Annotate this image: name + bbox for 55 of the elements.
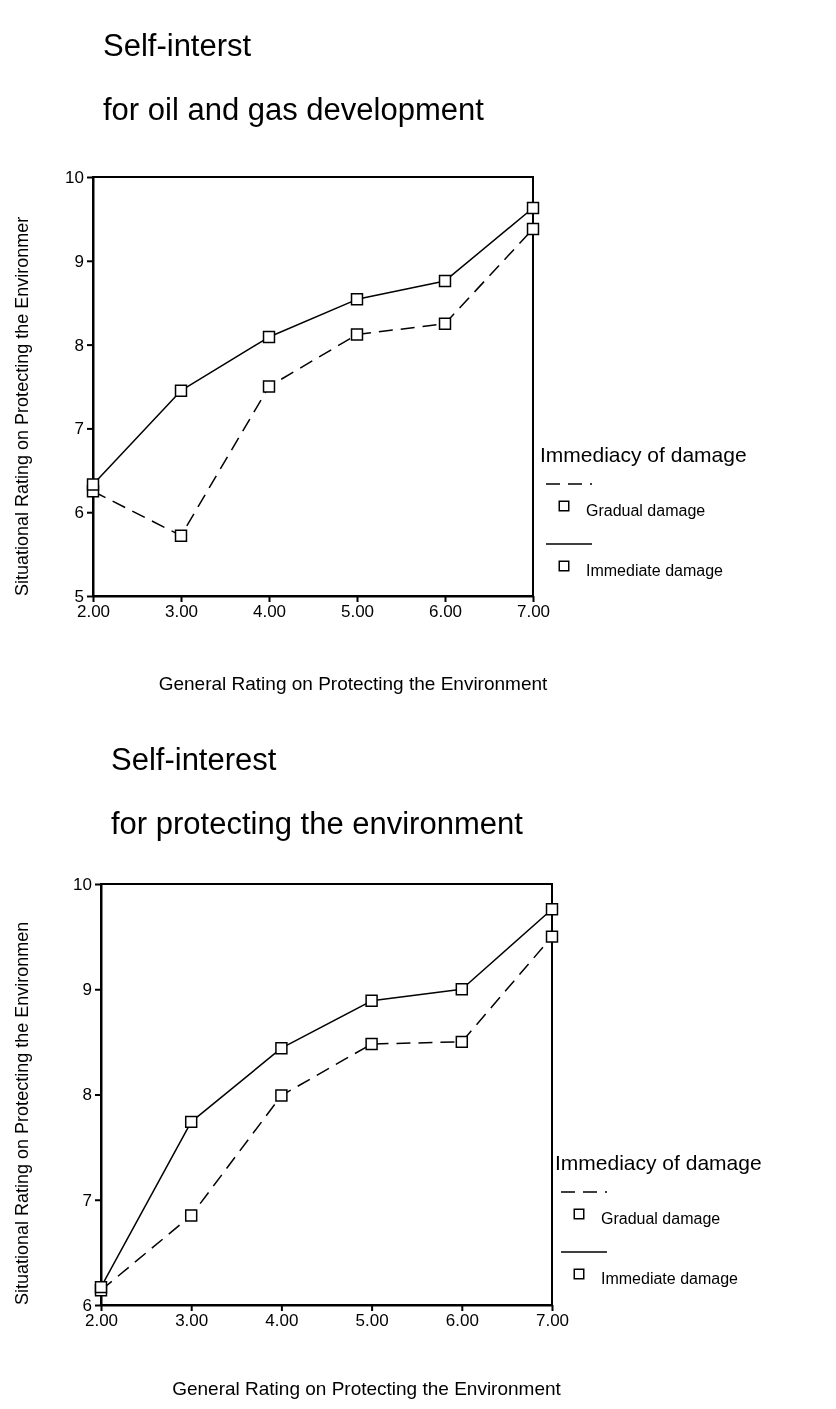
point	[350, 293, 364, 306]
point	[545, 930, 559, 943]
y-tick-label: 9	[74, 251, 84, 271]
legend-label: Gradual damage	[586, 502, 706, 519]
point	[262, 330, 276, 344]
y-tick-label: 10	[65, 167, 84, 187]
point	[438, 274, 452, 288]
x-tick-label: 3.00	[175, 1311, 209, 1331]
point	[455, 983, 469, 996]
y-tick-label: 10	[73, 874, 92, 894]
y-tick-label: 8	[74, 335, 84, 355]
legend-label: Immediate damage	[601, 1270, 739, 1287]
point	[174, 384, 188, 397]
point	[86, 478, 100, 491]
y-tick-label: 7	[82, 1190, 92, 1210]
x-axis-title: General Rating on Protecting the Environment	[158, 673, 549, 694]
point	[174, 529, 188, 542]
point	[262, 380, 276, 393]
point	[438, 317, 452, 330]
x-tick-label: 4.00	[252, 602, 287, 622]
chart-subtitle: for oil and gas development	[103, 92, 485, 127]
x-tick-label: 6.00	[428, 602, 463, 622]
x-tick-label: 7.00	[516, 602, 551, 622]
chart-title: Self-interest	[111, 742, 277, 777]
point	[545, 903, 559, 916]
x-tick-label: 3.00	[164, 602, 199, 622]
y-tick-label: 8	[82, 1085, 92, 1105]
legend-label: Immediate damage	[586, 562, 724, 579]
point	[365, 994, 378, 1008]
y-tick-label: 7	[74, 419, 84, 439]
x-tick-label: 4.00	[265, 1311, 299, 1331]
point	[184, 1115, 198, 1129]
legend-title: Immediacy of damage	[540, 443, 747, 466]
point	[365, 1037, 378, 1051]
x-tick-label: 7.00	[535, 1311, 570, 1331]
legend-label: Gradual damage	[601, 1210, 721, 1227]
point	[94, 1280, 108, 1294]
point	[184, 1209, 198, 1222]
y-tick-label: 6	[74, 503, 84, 523]
y-axis-title: Situational Rating on Protecting the Environmen	[12, 921, 32, 1305]
x-tick-label: 5.00	[340, 602, 375, 622]
point	[275, 1089, 288, 1102]
legend-title: Immediacy of damage	[555, 1151, 762, 1174]
point	[350, 328, 364, 341]
x-tick-label: 6.00	[445, 1311, 479, 1331]
point	[275, 1041, 288, 1055]
chart-title: Self-interst	[103, 28, 252, 63]
x-tick-label: 5.00	[355, 1311, 389, 1331]
x-axis-title: General Rating on Protecting the Environment	[172, 1378, 562, 1399]
chart-subtitle: for protecting the environment	[111, 806, 524, 841]
y-axis-title: Situational Rating on Protecting the Environmer	[12, 216, 32, 596]
point	[526, 201, 540, 215]
point	[455, 1035, 469, 1049]
point	[526, 222, 540, 236]
y-tick-label: 9	[82, 980, 92, 1000]
